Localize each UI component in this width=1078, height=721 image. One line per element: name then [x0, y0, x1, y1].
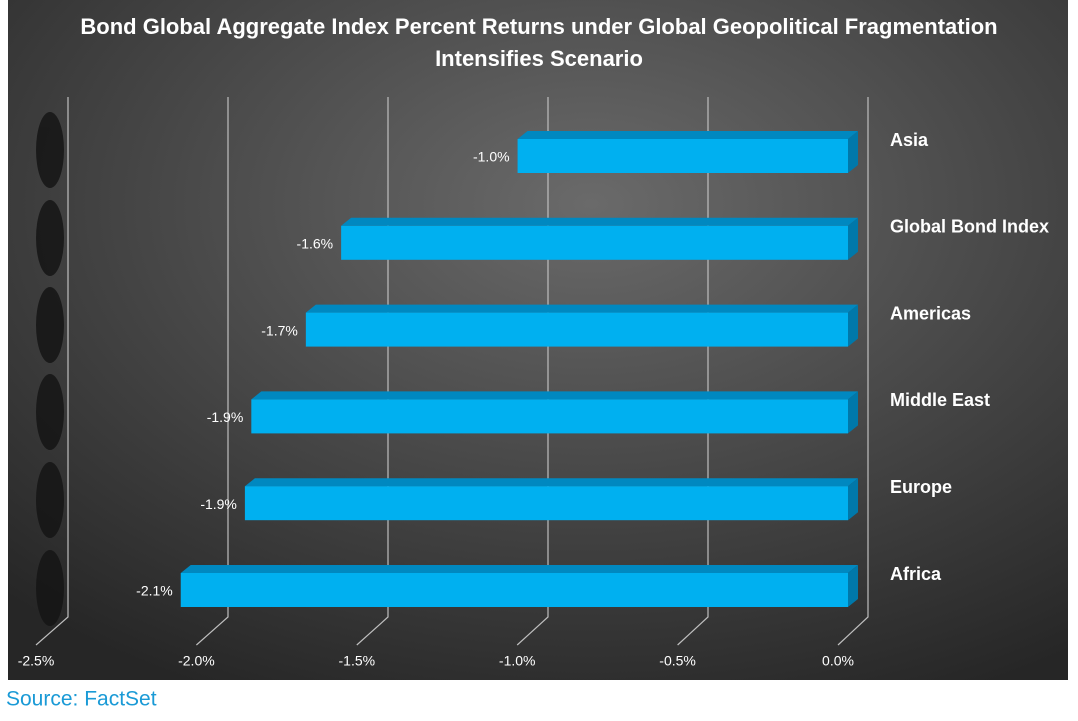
bar-top: [517, 131, 858, 139]
bar-top: [180, 565, 859, 573]
grid-line: [196, 97, 229, 646]
value-label: -1.9%: [200, 496, 237, 512]
x-tick-label: -1.0%: [499, 653, 536, 669]
x-tick-label: -2.5%: [18, 653, 55, 669]
category-label: Asia: [890, 130, 929, 150]
bar-group: [251, 391, 858, 434]
grid-line: [356, 97, 389, 646]
grid-line: [837, 97, 869, 646]
category-label: Americas: [890, 303, 971, 323]
x-tick-label: -2.0%: [178, 653, 215, 669]
category-label: Middle East: [890, 390, 990, 410]
bar-side: [848, 391, 858, 434]
bar-group: [341, 217, 858, 260]
value-label: -2.1%: [136, 583, 173, 599]
bar: [180, 573, 849, 607]
bar-side: [848, 478, 858, 521]
bar-side: [848, 131, 858, 173]
bar: [305, 312, 848, 347]
chart-title: Bond Global Aggregate Index Percent Retu…: [80, 14, 997, 71]
value-label: -1.9%: [207, 409, 244, 425]
bar-side: [848, 565, 858, 607]
bar-group: [180, 565, 859, 607]
value-label: -1.7%: [261, 322, 298, 338]
category-label: Europe: [890, 477, 952, 497]
grid-line: [35, 97, 69, 646]
bar: [251, 399, 848, 434]
decoration: [36, 112, 64, 626]
bar-top: [305, 304, 858, 313]
x-tick-label: 0.0%: [822, 653, 854, 669]
value-label: -1.0%: [473, 149, 510, 165]
category-label: Global Bond Index: [890, 217, 1049, 237]
bar-group: [517, 131, 858, 173]
bar-top: [341, 217, 858, 226]
category-label: Africa: [890, 564, 942, 584]
bar: [341, 225, 848, 260]
bar-top: [251, 391, 858, 400]
grid-line: [516, 97, 549, 646]
bar-top: [244, 478, 858, 487]
value-label: -1.6%: [297, 236, 334, 252]
x-tick-label: -0.5%: [659, 653, 696, 669]
bar: [517, 139, 848, 173]
bar-side: [848, 304, 858, 347]
bar: [244, 486, 848, 521]
bar-group: [305, 304, 858, 347]
bar-side: [848, 217, 858, 260]
source-note: Source: FactSet: [6, 688, 157, 711]
grid-line: [677, 97, 709, 646]
bar-group: [244, 478, 858, 521]
x-tick-label: -1.5%: [339, 653, 376, 669]
